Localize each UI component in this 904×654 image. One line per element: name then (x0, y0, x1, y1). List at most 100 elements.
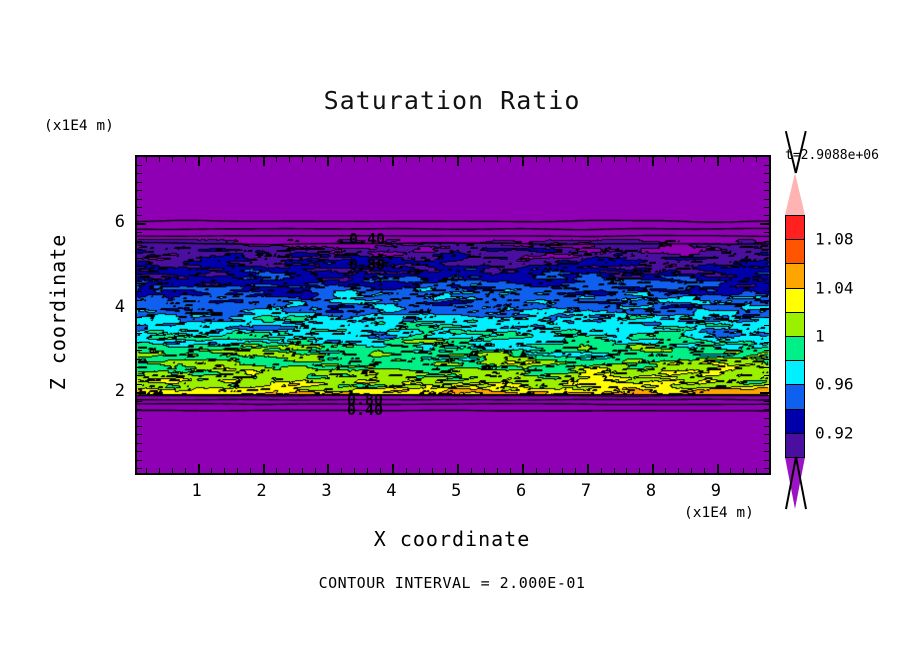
y-axis-minor-tick (137, 324, 142, 326)
x-axis-minor-tick (665, 157, 667, 162)
colorbar-tick-label: 1.08 (815, 229, 854, 249)
y-axis-minor-tick (137, 181, 142, 183)
x-axis-minor-tick (444, 157, 446, 162)
colorbar-band (785, 311, 805, 338)
x-axis-minor-tick (289, 468, 290, 473)
y-axis-minor-tick (764, 164, 769, 166)
x-axis-minor-tick (224, 157, 226, 162)
x-axis-major-tick (522, 464, 525, 473)
x-axis-minor-tick (185, 468, 187, 473)
contour-line-label: 0.40 (348, 230, 386, 248)
x-axis-minor-tick (314, 468, 316, 473)
y-axis-minor-tick (764, 350, 769, 352)
y-axis-minor-tick (137, 383, 142, 385)
x-tick-label: 3 (321, 481, 332, 501)
y-axis-minor-tick (137, 400, 142, 402)
x-axis-minor-tick (301, 468, 303, 473)
x-axis-minor-tick (366, 157, 368, 162)
x-tick-label: 1 (191, 481, 202, 501)
page-title: Saturation Ratio (323, 86, 581, 115)
x-axis-minor-tick (665, 468, 667, 473)
y-axis-minor-tick (764, 400, 769, 402)
x-axis-minor-tick (691, 157, 693, 162)
x-axis-minor-tick (353, 468, 355, 473)
x-axis-major-tick (587, 464, 590, 473)
contour-interval-caption: CONTOUR INTERVAL = 2.000E-01 (318, 574, 586, 592)
y-axis-minor-tick (137, 451, 142, 453)
x-axis-minor-tick (366, 468, 368, 473)
x-axis-minor-tick (756, 468, 758, 473)
y-axis-minor-tick (764, 383, 769, 385)
x-axis-minor-tick (340, 468, 342, 473)
y-axis-minor-tick (764, 367, 769, 369)
x-axis-minor-tick (211, 157, 213, 162)
y-axis-minor-tick (764, 341, 769, 343)
x-tick-label: 8 (645, 481, 657, 501)
x-axis-major-tick (651, 157, 654, 166)
x-axis-minor-tick (574, 157, 576, 162)
x-axis-minor-tick (561, 468, 563, 473)
x-axis-minor-tick (678, 468, 680, 473)
z-units-label: (x1E4 m) (44, 118, 114, 134)
x-axis-minor-tick (769, 157, 770, 162)
x-axis-minor-tick (301, 157, 303, 162)
y-axis-minor-tick (764, 299, 769, 301)
x-axis-minor-tick (379, 157, 381, 162)
x-axis-minor-tick (548, 468, 550, 473)
contour-line-label: 0.80 (346, 391, 384, 409)
y-axis-minor-tick (764, 173, 769, 175)
x-axis-major-tick (262, 157, 265, 166)
x-axis-major-tick (262, 464, 265, 473)
y-axis-minor-tick (764, 358, 769, 360)
x-axis-minor-tick (561, 157, 563, 162)
x-axis-minor-tick (470, 157, 472, 162)
y-axis-major-tick (137, 223, 146, 226)
x-axis-major-tick (587, 157, 590, 166)
x-axis-minor-tick (418, 468, 420, 473)
y-axis-minor-tick (137, 434, 142, 436)
x-axis-minor-tick (211, 468, 213, 473)
y-axis-minor-tick (137, 265, 142, 267)
y-axis-label: Z coordinate (46, 233, 70, 391)
y-axis-minor-tick (137, 425, 142, 427)
x-axis-minor-tick (639, 468, 641, 473)
y-axis-minor-tick (764, 442, 769, 444)
y-axis-minor-tick (137, 333, 142, 335)
x-axis-minor-tick (483, 157, 485, 162)
x-axis-minor-tick (405, 468, 407, 473)
colorbar-band (785, 408, 805, 435)
x-axis-minor-tick (314, 157, 316, 162)
x-axis-major-tick (457, 157, 460, 166)
x-axis-minor-tick (535, 157, 537, 162)
x-axis-minor-tick (691, 468, 693, 473)
y-axis-minor-tick (137, 207, 142, 209)
x-axis-minor-tick (704, 468, 706, 473)
x-axis-minor-tick (743, 468, 745, 473)
y-axis-minor-tick (764, 333, 769, 335)
x-axis-minor-tick (743, 157, 745, 162)
y-tick-label: 6 (114, 212, 125, 233)
colorbar-tick-label: 1.04 (815, 278, 854, 298)
x-axis-major-tick (651, 464, 654, 473)
y-axis-minor-tick (137, 215, 142, 217)
y-axis-minor-tick (137, 316, 142, 318)
x-tick-label: 5 (451, 481, 462, 501)
colorbar[interactable]: 1.08 1.04 1 0.96 0.92 (785, 130, 854, 510)
x-axis-minor-tick (250, 468, 252, 473)
x-axis-major-tick (197, 157, 200, 166)
y-axis-minor-tick (764, 375, 769, 377)
x-tick-label: 9 (710, 481, 721, 501)
x-axis-minor-tick (185, 157, 187, 162)
colorbar-band (785, 432, 805, 459)
x-axis-minor-tick (353, 157, 355, 162)
x-tick-label: 2 (256, 481, 267, 501)
x-axis-minor-tick (574, 468, 576, 473)
x-axis-minor-tick (613, 157, 615, 162)
x-tick-label: 7 (580, 481, 592, 501)
y-axis-minor-tick (137, 190, 142, 192)
x-axis-minor-tick (405, 157, 407, 162)
x-axis-minor-tick (159, 468, 161, 473)
y-axis-minor-tick (764, 265, 769, 267)
y-axis-major-tick (137, 307, 146, 310)
y-axis-minor-tick (764, 459, 769, 461)
